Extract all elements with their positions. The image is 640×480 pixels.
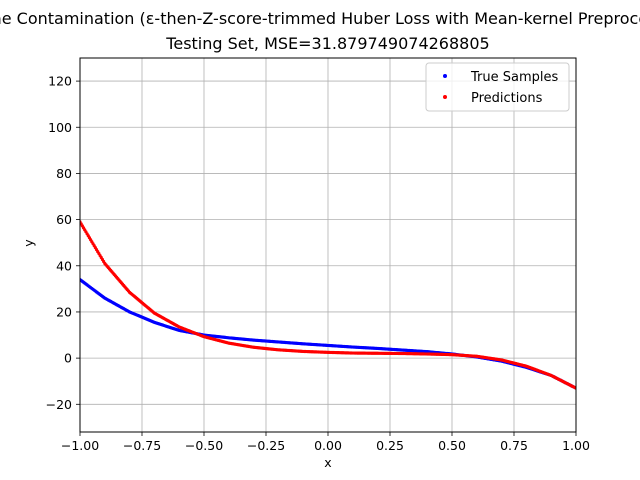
y-tick-label: −20 bbox=[46, 397, 72, 412]
y-tick-label: 100 bbox=[48, 120, 72, 135]
y-tick-label: 120 bbox=[48, 74, 72, 89]
x-tick-label: −0.50 bbox=[185, 438, 223, 453]
ticks: −1.00 −0.75 −0.50 −0.25 0.00 0.25 0.50 0.75 1.00… bbox=[46, 74, 590, 453]
legend-label-predictions: Predictions bbox=[471, 91, 543, 106]
y-tick-label: 60 bbox=[56, 212, 72, 227]
x-tick-label: 1.00 bbox=[562, 438, 590, 453]
chart-subtitle: Testing Set, MSE=31.879749074268805 bbox=[165, 34, 489, 53]
x-axis-label: x bbox=[324, 455, 331, 470]
x-tick-label: 0.50 bbox=[438, 438, 466, 453]
y-tick-label: 80 bbox=[56, 166, 72, 181]
x-tick-label: −1.00 bbox=[61, 438, 99, 453]
legend-marker-predictions bbox=[443, 95, 447, 99]
y-tick-label: 0 bbox=[64, 351, 72, 366]
grid bbox=[79, 58, 577, 432]
x-tick-label: 0.75 bbox=[500, 438, 528, 453]
x-tick-label: 0.00 bbox=[314, 438, 342, 453]
x-tick-label: 0.25 bbox=[376, 438, 404, 453]
y-axis-label: y bbox=[21, 239, 36, 247]
legend-label-true-samples: True Samples bbox=[470, 70, 558, 85]
chart-title: Extreme Contamination (ε-then-Z-score-tr… bbox=[0, 9, 640, 28]
y-tick-label: 40 bbox=[56, 258, 72, 273]
x-tick-label: −0.75 bbox=[123, 438, 161, 453]
legend: True Samples Predictions bbox=[425, 62, 570, 112]
legend-marker-true-samples bbox=[443, 74, 447, 78]
legend-box bbox=[425, 62, 570, 112]
data-points bbox=[80, 220, 576, 390]
y-tick-label: 20 bbox=[56, 304, 72, 319]
x-tick-label: −0.25 bbox=[247, 438, 285, 453]
